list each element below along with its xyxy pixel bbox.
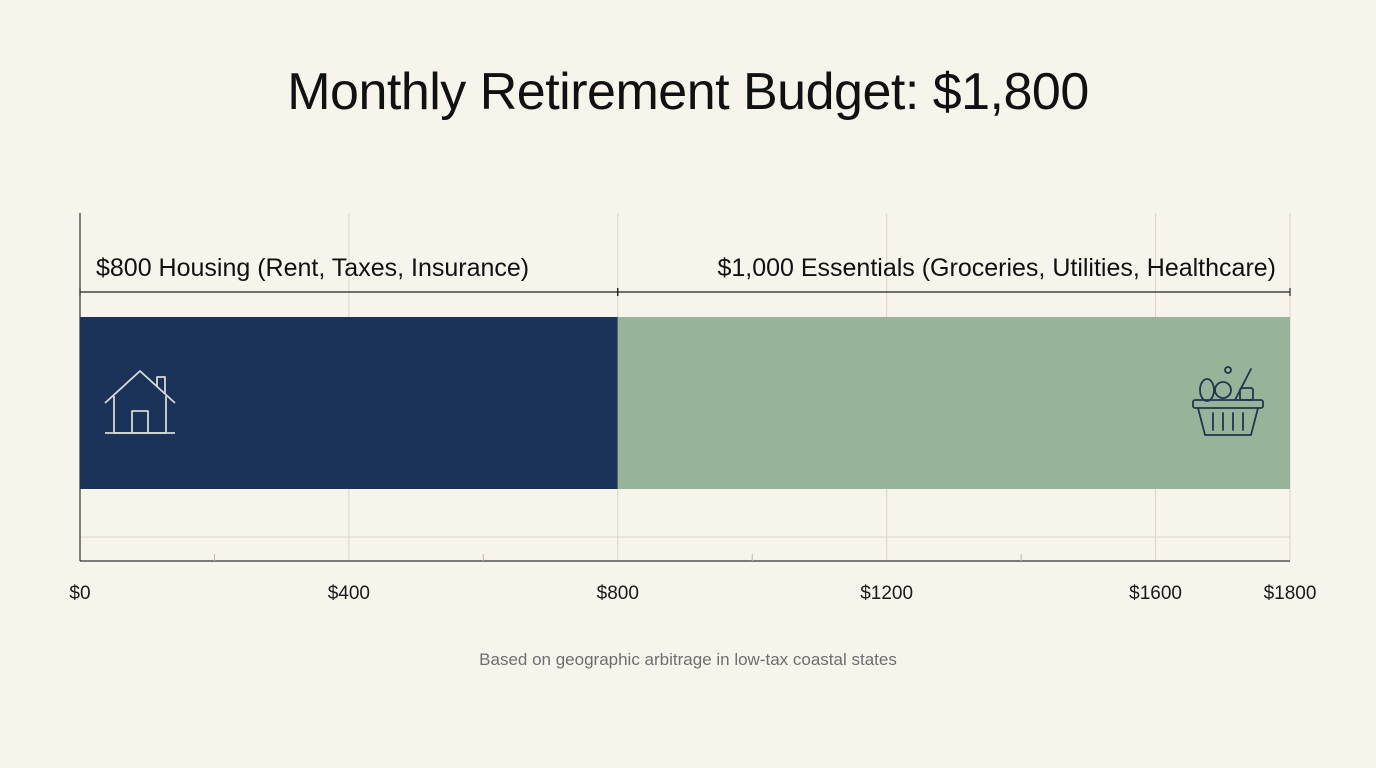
x-tick-label: $1200	[860, 583, 913, 604]
bar-segments	[80, 317, 1290, 489]
segment-icons	[104, 366, 1264, 436]
x-tick-label: $1800	[1264, 583, 1317, 604]
segment-labels: $800 Housing (Rent, Taxes, Insurance) $1,…	[96, 254, 1276, 282]
basket-box	[1239, 387, 1254, 401]
grocery-basket-icon	[1192, 366, 1264, 436]
x-tick-label: $0	[69, 583, 90, 604]
basket-handle	[1234, 368, 1252, 401]
house-door	[131, 410, 149, 433]
chart-title: Monthly Retirement Budget: $1,800	[287, 63, 1089, 121]
basket-rim	[1192, 399, 1264, 409]
x-tick-label: $800	[597, 583, 639, 604]
house-roof	[104, 370, 176, 404]
segment-brackets	[79, 288, 1291, 296]
x-tick-label: $1600	[1129, 583, 1182, 604]
bar-segment-essentials	[617, 317, 1290, 489]
basket-bread	[1199, 378, 1215, 402]
segment-label-essentials: $1,000 Essentials (Groceries, Utilities,…	[717, 254, 1276, 282]
house-chimney	[156, 376, 166, 394]
bar-segment-housing	[80, 317, 618, 489]
x-tick-label: $400	[328, 583, 370, 604]
x-axis: $0 $400 $800 $1200 $1600 $1800	[69, 213, 1316, 604]
segment-label-housing: $800 Housing (Rent, Taxes, Insurance)	[96, 254, 529, 282]
basket-fruit-top	[1224, 366, 1232, 374]
house-icon	[104, 370, 176, 434]
basket-body	[1197, 407, 1259, 436]
basket-fruit	[1214, 381, 1232, 399]
chart-footnote: Based on geographic arbitrage in low-tax…	[479, 650, 897, 669]
